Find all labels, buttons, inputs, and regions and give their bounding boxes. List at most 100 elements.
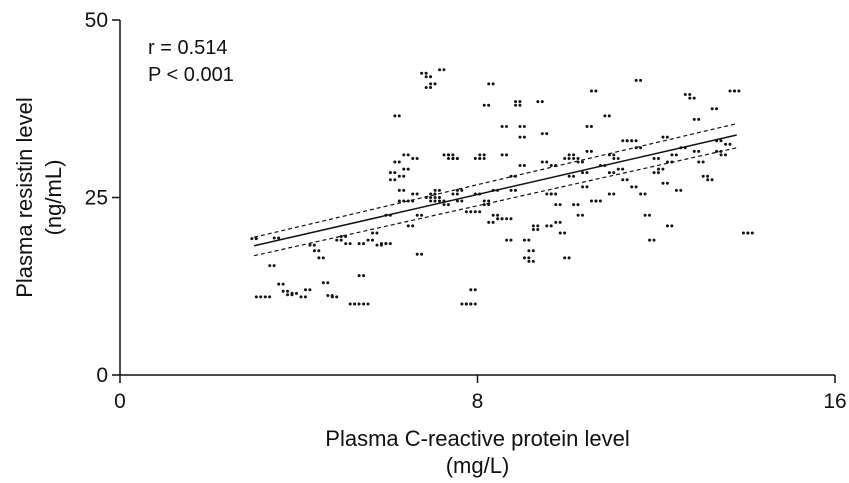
data-point [741,231,745,235]
data-point [589,89,593,93]
data-point [545,192,549,196]
data-point [607,153,611,157]
data-point [514,103,518,107]
data-point [674,188,678,192]
y-tick-label: 25 [85,187,108,210]
data-point [357,274,361,278]
data-point [433,199,437,203]
data-point [580,213,584,217]
data-point [634,78,638,82]
data-point [277,236,281,240]
data-point [473,156,477,160]
labels: 0 25 50 0 8 16 Plasma C-reactive protein level… [12,9,847,478]
data-point [348,242,352,246]
data-point [268,295,272,299]
data-point [576,213,580,217]
data-point [487,82,491,86]
data-point [397,188,401,192]
data-point [612,156,616,160]
data-point [433,188,437,192]
data-point [697,149,701,153]
data-point [429,82,433,86]
data-point [706,178,710,182]
data-point [259,295,263,299]
data-point [549,192,553,196]
data-point [563,256,567,260]
data-point [496,188,500,192]
data-point [420,252,424,256]
stat-annotation: r = 0.514 [148,37,228,59]
data-point [429,199,433,203]
data-point [393,171,397,175]
data-point [460,188,464,192]
data-point [518,164,522,168]
data-point [362,274,366,278]
data-point [572,153,576,157]
data-point [496,217,500,221]
data-point [388,242,392,246]
data-point [513,188,517,192]
data-point [469,288,473,292]
data-point [478,192,482,196]
data-point [540,132,544,136]
data-point [375,243,379,247]
data-point [263,295,267,299]
data-point [688,93,692,97]
data-point [621,178,625,182]
data-point [357,302,361,306]
data-point [625,178,629,182]
data-point [656,171,660,175]
data-point [482,156,486,160]
data-point [433,196,437,199]
data-point [366,302,370,306]
data-point [397,114,401,118]
data-point [580,160,584,164]
data-point [572,156,576,160]
data-point [303,288,307,292]
data-point [299,295,303,299]
data-point [670,224,674,228]
data-point [639,78,643,82]
data-point [692,149,696,153]
data-point [518,125,522,128]
data-point [505,238,509,242]
data-point [438,199,442,203]
ci-upper-line [253,123,737,238]
data-point [286,293,290,297]
data-point [411,156,415,160]
data-point [585,125,589,128]
data-point [505,217,509,221]
data-point [576,160,580,164]
data-point [527,238,531,242]
data-point [652,238,656,242]
data-point [402,167,406,171]
data-point [750,231,754,235]
y-axis-title: Plasma resistin level [12,97,37,298]
data-point [500,153,504,157]
data-point [388,213,392,217]
data-point [442,199,446,203]
data-point [460,199,464,203]
data-point [639,192,643,196]
data-point [554,203,558,207]
data-point [531,227,535,231]
data-point [576,156,580,160]
data-point [554,220,558,224]
data-point [665,224,669,228]
data-point [701,174,705,178]
confidence-bands [253,123,737,257]
data-point [719,149,723,153]
data-point [469,302,473,306]
data-point [321,256,325,260]
x-tick-label: 8 [472,390,484,413]
data-point [388,178,392,182]
data-point [661,167,665,171]
data-point [732,89,736,93]
x-tick-label: 0 [114,390,126,413]
data-point [500,125,504,128]
data-point [540,100,544,104]
data-point [670,153,674,157]
data-point [607,114,611,118]
data-point [330,295,334,299]
